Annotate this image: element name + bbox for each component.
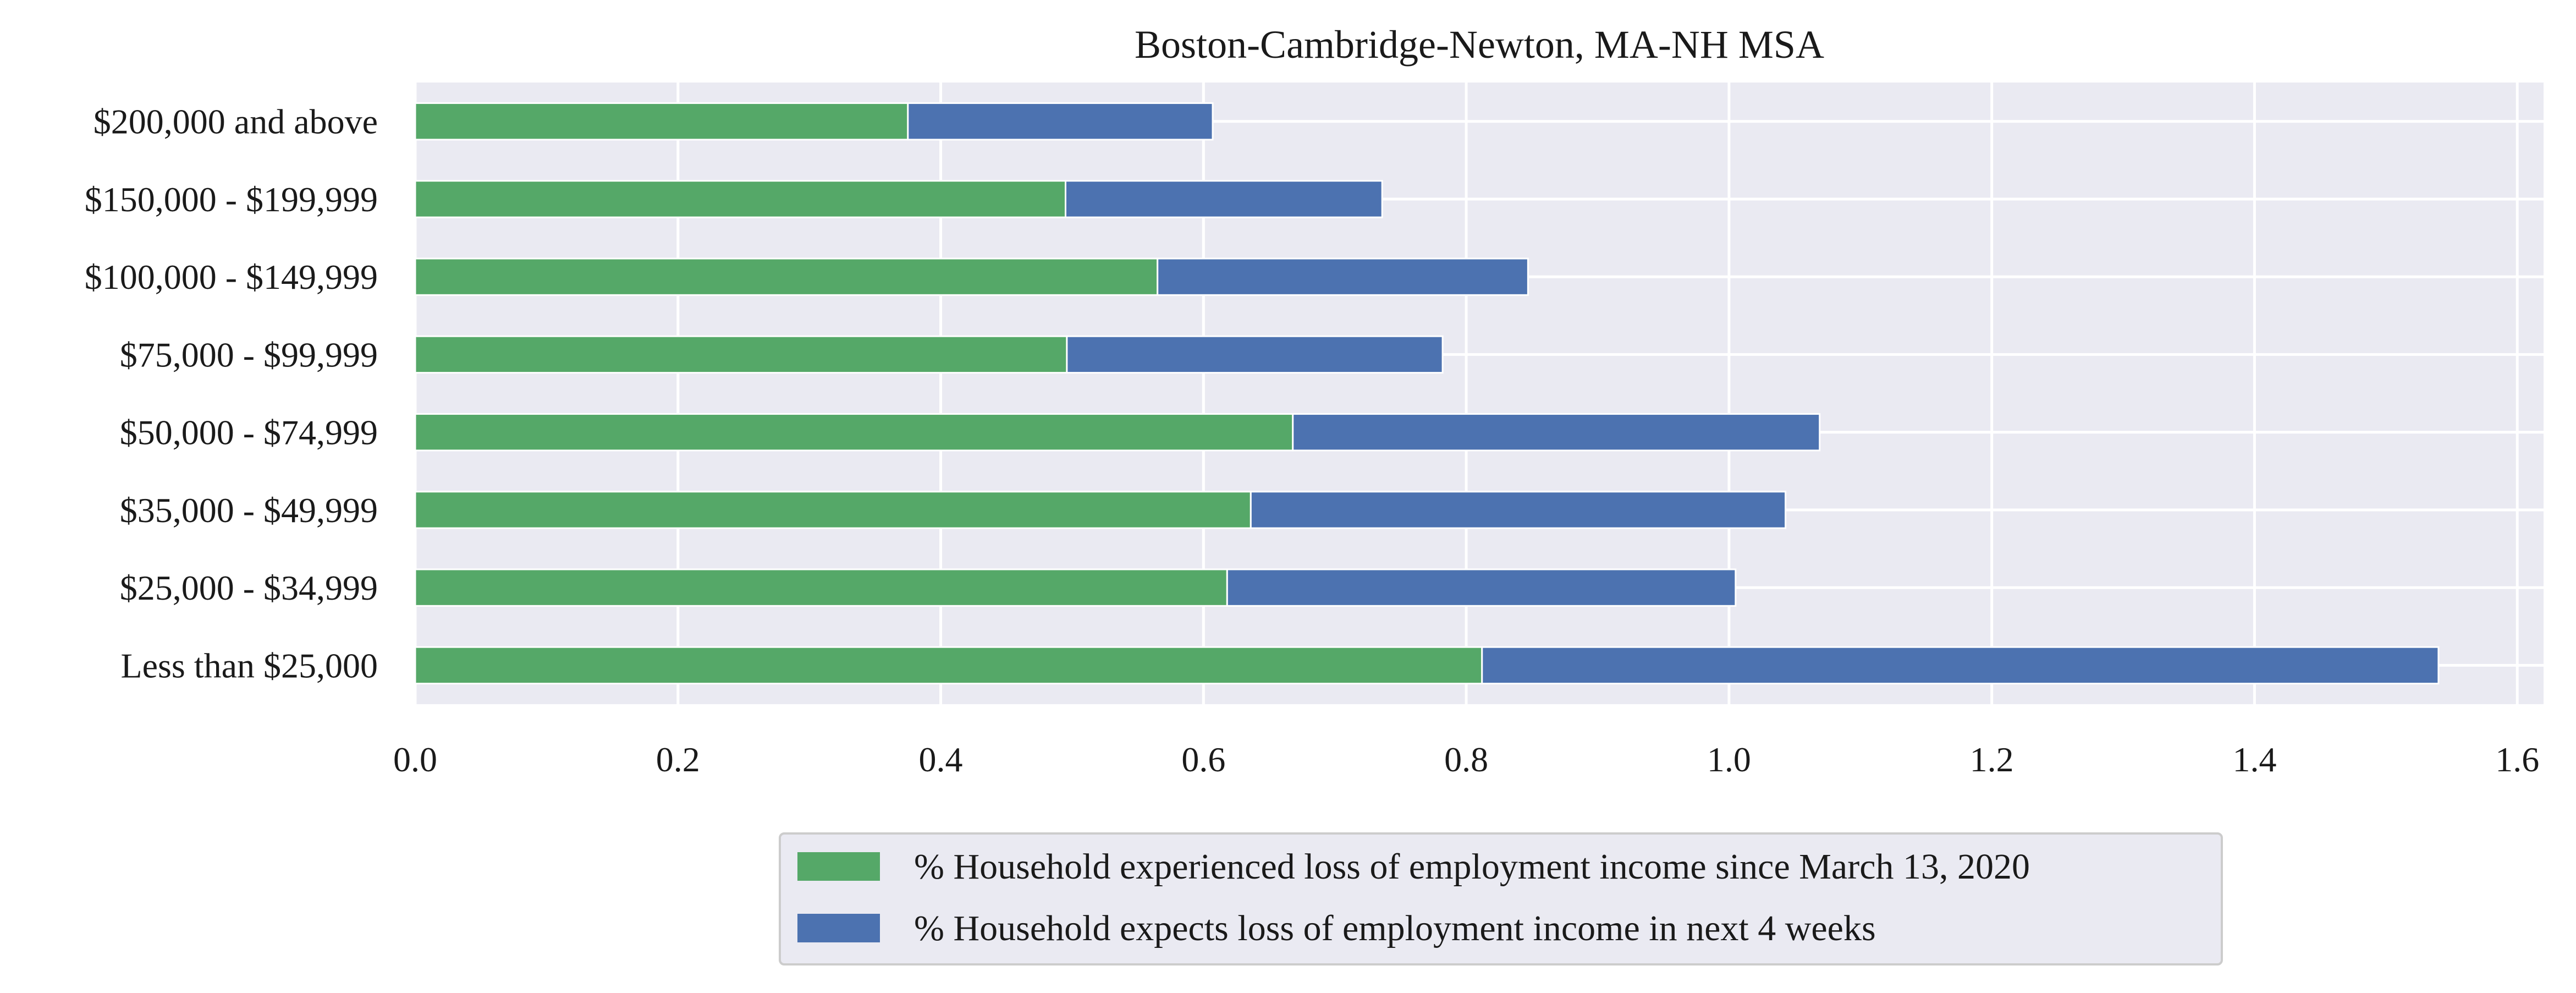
bar-series-2 xyxy=(907,102,1214,141)
x-tick-label: 1.6 xyxy=(2495,740,2539,779)
x-tick-label: 0.8 xyxy=(1444,740,1488,779)
bar-series-2 xyxy=(1065,180,1383,218)
category-label: $150,000 - $199,999 xyxy=(85,180,378,219)
x-tick-label: 0.6 xyxy=(1181,740,1225,779)
x-tick-label: 0.2 xyxy=(656,740,700,779)
x-tick-label: 1.2 xyxy=(1970,740,2014,779)
legend-label: % Household expects loss of employment i… xyxy=(914,908,1876,948)
x-tick-label: 1.4 xyxy=(2232,740,2276,779)
legend: % Household experienced loss of employme… xyxy=(779,832,2223,965)
x-tick-label: 1.0 xyxy=(1707,740,1751,779)
bar-series-2 xyxy=(1481,646,2440,685)
bar-series-1 xyxy=(414,491,1252,529)
category-label: $75,000 - $99,999 xyxy=(120,335,378,374)
x-tick-label: 0.0 xyxy=(393,740,437,779)
bar-series-1 xyxy=(414,646,1483,685)
bar-series-1 xyxy=(414,568,1228,607)
chart-title: Boston-Cambridge-Newton, MA-NH MSA xyxy=(1135,23,1824,67)
bar-series-2 xyxy=(1250,491,1787,529)
category-label: $35,000 - $49,999 xyxy=(120,491,378,530)
bar-series-2 xyxy=(1157,257,1529,296)
legend-box xyxy=(779,832,2223,965)
bar-series-1 xyxy=(414,180,1066,218)
x-tick-label: 0.4 xyxy=(919,740,963,779)
category-label: $50,000 - $74,999 xyxy=(120,413,378,452)
bar-series-1 xyxy=(414,335,1068,374)
legend-items: % Household experienced loss of employme… xyxy=(797,847,2030,948)
bar-series-2 xyxy=(1292,413,1821,452)
bar-series-1 xyxy=(414,257,1159,296)
plot-background xyxy=(415,83,2544,704)
bar-series-1 xyxy=(414,102,909,141)
category-label: $100,000 - $149,999 xyxy=(85,257,378,297)
legend-swatch xyxy=(797,914,880,942)
bar-series-1 xyxy=(414,413,1294,452)
legend-label: % Household experienced loss of employme… xyxy=(914,847,2030,887)
bar-series-2 xyxy=(1226,568,1737,607)
category-label: $25,000 - $34,999 xyxy=(120,568,378,607)
bars xyxy=(414,102,2440,685)
bar-series-2 xyxy=(1066,335,1444,374)
legend-swatch xyxy=(797,852,880,881)
category-label: Less than $25,000 xyxy=(121,646,378,685)
x-axis-ticks: 0.0 0.2 0.4 0.6 0.8 1.0 1.2 1.4 1.6 xyxy=(393,740,2539,779)
category-labels: $200,000 and above $150,000 - $199,999 $10… xyxy=(85,102,378,685)
category-label: $200,000 and above xyxy=(93,102,378,141)
